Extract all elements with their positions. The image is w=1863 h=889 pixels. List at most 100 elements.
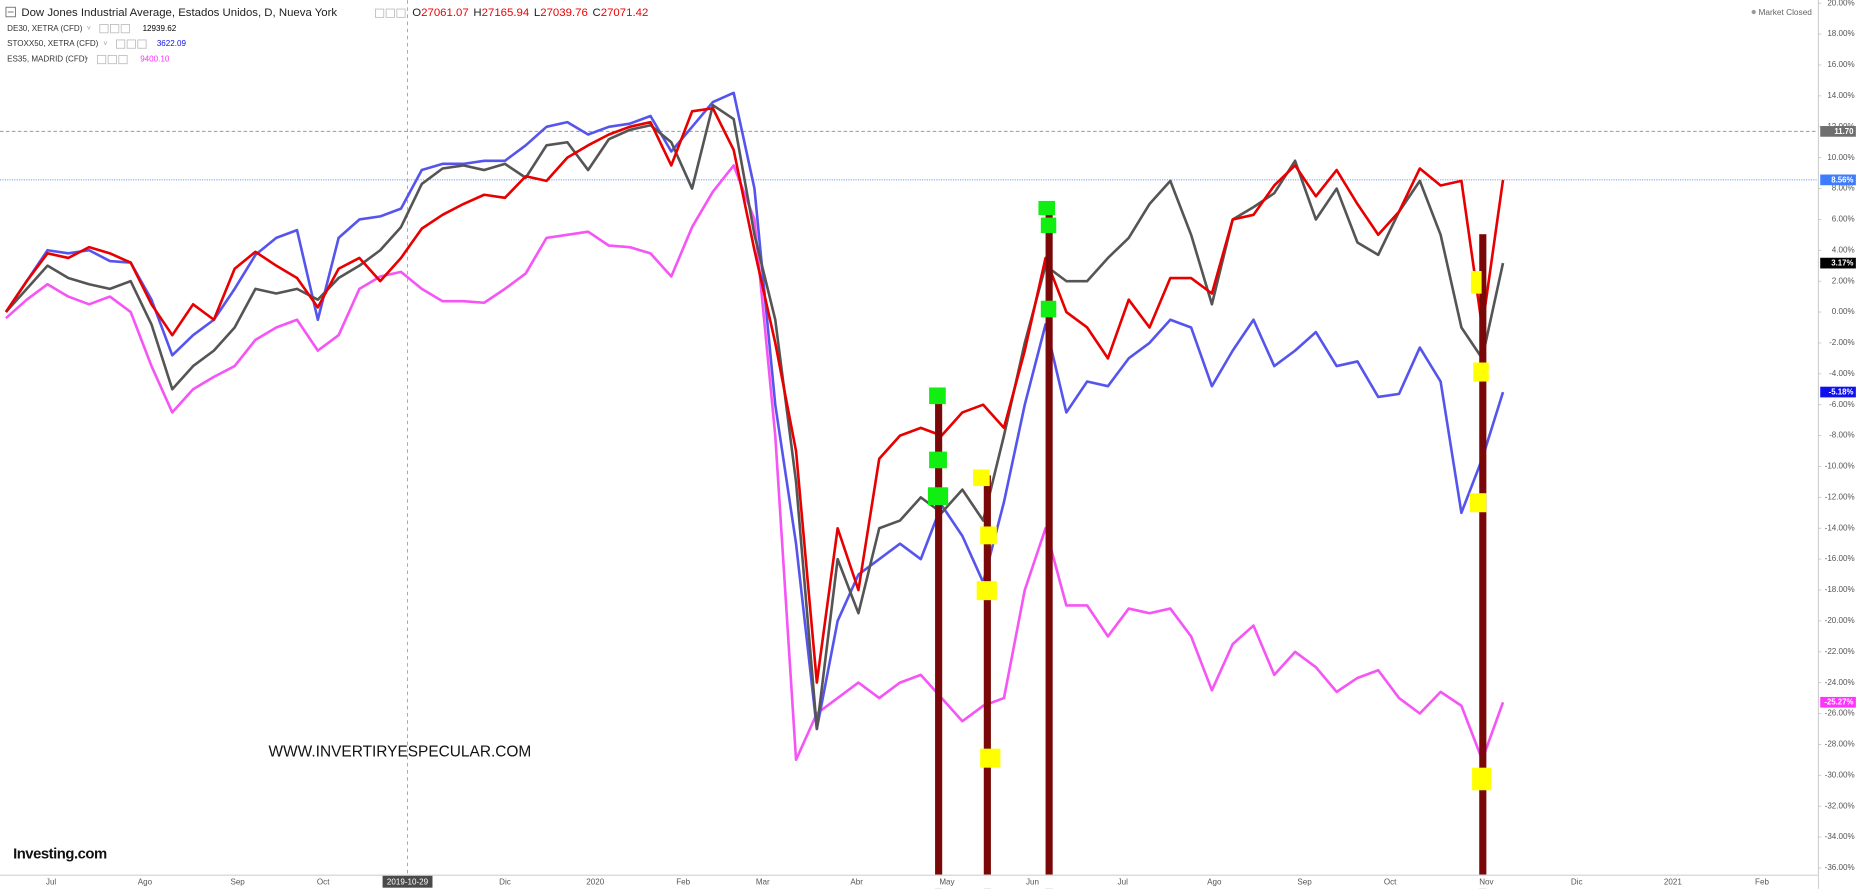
y-tick-label: -22.00% bbox=[1825, 647, 1855, 656]
y-tick-label: 2.00% bbox=[1832, 276, 1855, 285]
x-tick-label: Sep bbox=[1297, 877, 1312, 886]
y-tick-label: -4.00% bbox=[1829, 369, 1855, 378]
x-tick-label: Dic bbox=[499, 877, 511, 886]
series-layer bbox=[4, 91, 1505, 762]
x-tick-label: Jul bbox=[1118, 877, 1129, 886]
price-tag-label: 3.17% bbox=[1831, 259, 1853, 268]
yellow-marker bbox=[976, 581, 997, 601]
y-tick-label: 14.00% bbox=[1827, 91, 1854, 100]
price-tag-label: 11.70 bbox=[1834, 127, 1854, 136]
x-tick-label: Dic bbox=[1571, 877, 1583, 886]
annotations bbox=[927, 200, 1492, 889]
y-tick-label: 6.00% bbox=[1832, 215, 1855, 224]
x-tick-label: 2021 bbox=[1664, 877, 1682, 886]
legend-caret: ˅ bbox=[84, 55, 88, 63]
logo: Investing.com bbox=[13, 846, 107, 862]
yellow-marker bbox=[1470, 271, 1482, 294]
x-tick-label: Ago bbox=[138, 877, 153, 886]
x-tick-label: Sep bbox=[230, 877, 245, 886]
x-tick-label: 2020 bbox=[586, 877, 604, 886]
price-tag-label: -25.27% bbox=[1824, 698, 1853, 707]
x-tick-label: May bbox=[939, 877, 955, 886]
ohlc-value: 27039.76 bbox=[540, 7, 588, 19]
yellow-marker bbox=[1472, 767, 1492, 791]
legend-icon bbox=[107, 54, 117, 65]
marker-bar bbox=[935, 395, 943, 889]
y-tick-label: -8.00% bbox=[1829, 431, 1855, 440]
series-line bbox=[4, 103, 1505, 731]
legend-icon bbox=[116, 39, 126, 49]
y-tick-label: -20.00% bbox=[1825, 616, 1855, 625]
crosshair-label-bg bbox=[382, 875, 433, 888]
reference-layer bbox=[0, 130, 1818, 181]
legend-caret: ˅ bbox=[87, 25, 91, 33]
y-tick-label: 0.00% bbox=[1832, 307, 1855, 316]
green-marker bbox=[929, 451, 947, 469]
y-tick-label: 4.00% bbox=[1832, 245, 1855, 254]
y-tick-label: -24.00% bbox=[1825, 678, 1855, 687]
yellow-marker bbox=[980, 748, 1001, 768]
price-tag bbox=[1820, 696, 1856, 708]
green-marker bbox=[1038, 200, 1056, 216]
y-tick-label: -36.00% bbox=[1825, 863, 1855, 872]
ohlc-value: 27165.94 bbox=[482, 7, 530, 19]
y-tick-label: 10.00% bbox=[1827, 153, 1854, 162]
axes: 20.00%18.00%16.00%14.00%12.00%10.00%8.00… bbox=[46, 0, 1856, 888]
y-tick-label: -30.00% bbox=[1825, 770, 1855, 779]
marker-bar bbox=[983, 475, 991, 889]
marker-bar bbox=[1045, 208, 1053, 889]
y-tick-label: 8.00% bbox=[1832, 184, 1855, 193]
y-tick-label: -18.00% bbox=[1825, 585, 1855, 594]
y-tick-label: 20.00% bbox=[1827, 0, 1854, 7]
x-tick-label: Jul bbox=[46, 877, 57, 886]
legend-series-name: STOXX50, XETRA (CFD) bbox=[7, 39, 99, 48]
x-tick-label: Nov bbox=[1479, 877, 1493, 886]
x-tick-label: Feb bbox=[676, 877, 690, 886]
green-marker bbox=[929, 387, 946, 405]
legend-icon bbox=[120, 24, 130, 34]
y-tick-label: 16.00% bbox=[1827, 60, 1854, 69]
legend-title: Dow Jones Industrial Average, Estados Un… bbox=[21, 7, 337, 19]
legend-icon bbox=[137, 39, 147, 49]
status: Market Closed bbox=[1758, 7, 1812, 17]
ohlc-value: 27061.07 bbox=[421, 7, 469, 19]
x-tick-label: Oct bbox=[317, 877, 330, 886]
x-tick-label: Ago bbox=[1207, 877, 1222, 886]
ohlc-field: C bbox=[593, 7, 601, 19]
ohlc-value: 27071.42 bbox=[601, 7, 649, 19]
series-line bbox=[5, 164, 1505, 762]
x-tick-label: Mar bbox=[756, 877, 770, 886]
price-tag bbox=[1820, 257, 1856, 269]
legend-icon bbox=[99, 24, 109, 34]
ohlc-field: H bbox=[473, 7, 481, 19]
y-axis-bg bbox=[1817, 0, 1863, 889]
green-marker bbox=[1040, 300, 1057, 318]
legend-series-name: DE30, XETRA (CFD) bbox=[7, 24, 83, 33]
y-tick-label: -34.00% bbox=[1825, 832, 1855, 841]
series-line bbox=[4, 106, 1505, 684]
legend-last-value: 3622.09 bbox=[157, 39, 187, 48]
legend-series-name: ES35, MADRID (CFD) bbox=[7, 55, 87, 64]
legend-caret: ˅ bbox=[103, 40, 107, 48]
green-marker bbox=[927, 487, 949, 506]
price-tag bbox=[1820, 174, 1856, 186]
y-tick-label: -10.00% bbox=[1825, 462, 1855, 471]
y-tick-label: -28.00% bbox=[1825, 740, 1855, 749]
status-dot bbox=[1751, 9, 1756, 15]
x-tick-label: Abr bbox=[850, 877, 863, 886]
ohlc-field: L bbox=[534, 7, 540, 19]
legend-icon bbox=[396, 8, 406, 18]
watermark: WWW.INVERTIRYESPECULAR.COM bbox=[269, 743, 532, 760]
x-tick-label: Oct bbox=[1384, 877, 1397, 886]
legend-icon bbox=[385, 8, 395, 18]
legend-icon bbox=[126, 39, 136, 49]
legend-last-value: 12939.62 bbox=[143, 24, 177, 33]
legend: Dow Jones Industrial Average, Estados Un… bbox=[5, 6, 649, 65]
y-tick-label: -26.00% bbox=[1825, 709, 1855, 718]
crosshair-label: 2019-10-29 bbox=[387, 877, 429, 886]
legend-last-value: 9400.10 bbox=[140, 55, 170, 64]
x-tick-label: Jun bbox=[1026, 877, 1039, 886]
price-tag bbox=[1820, 386, 1856, 398]
